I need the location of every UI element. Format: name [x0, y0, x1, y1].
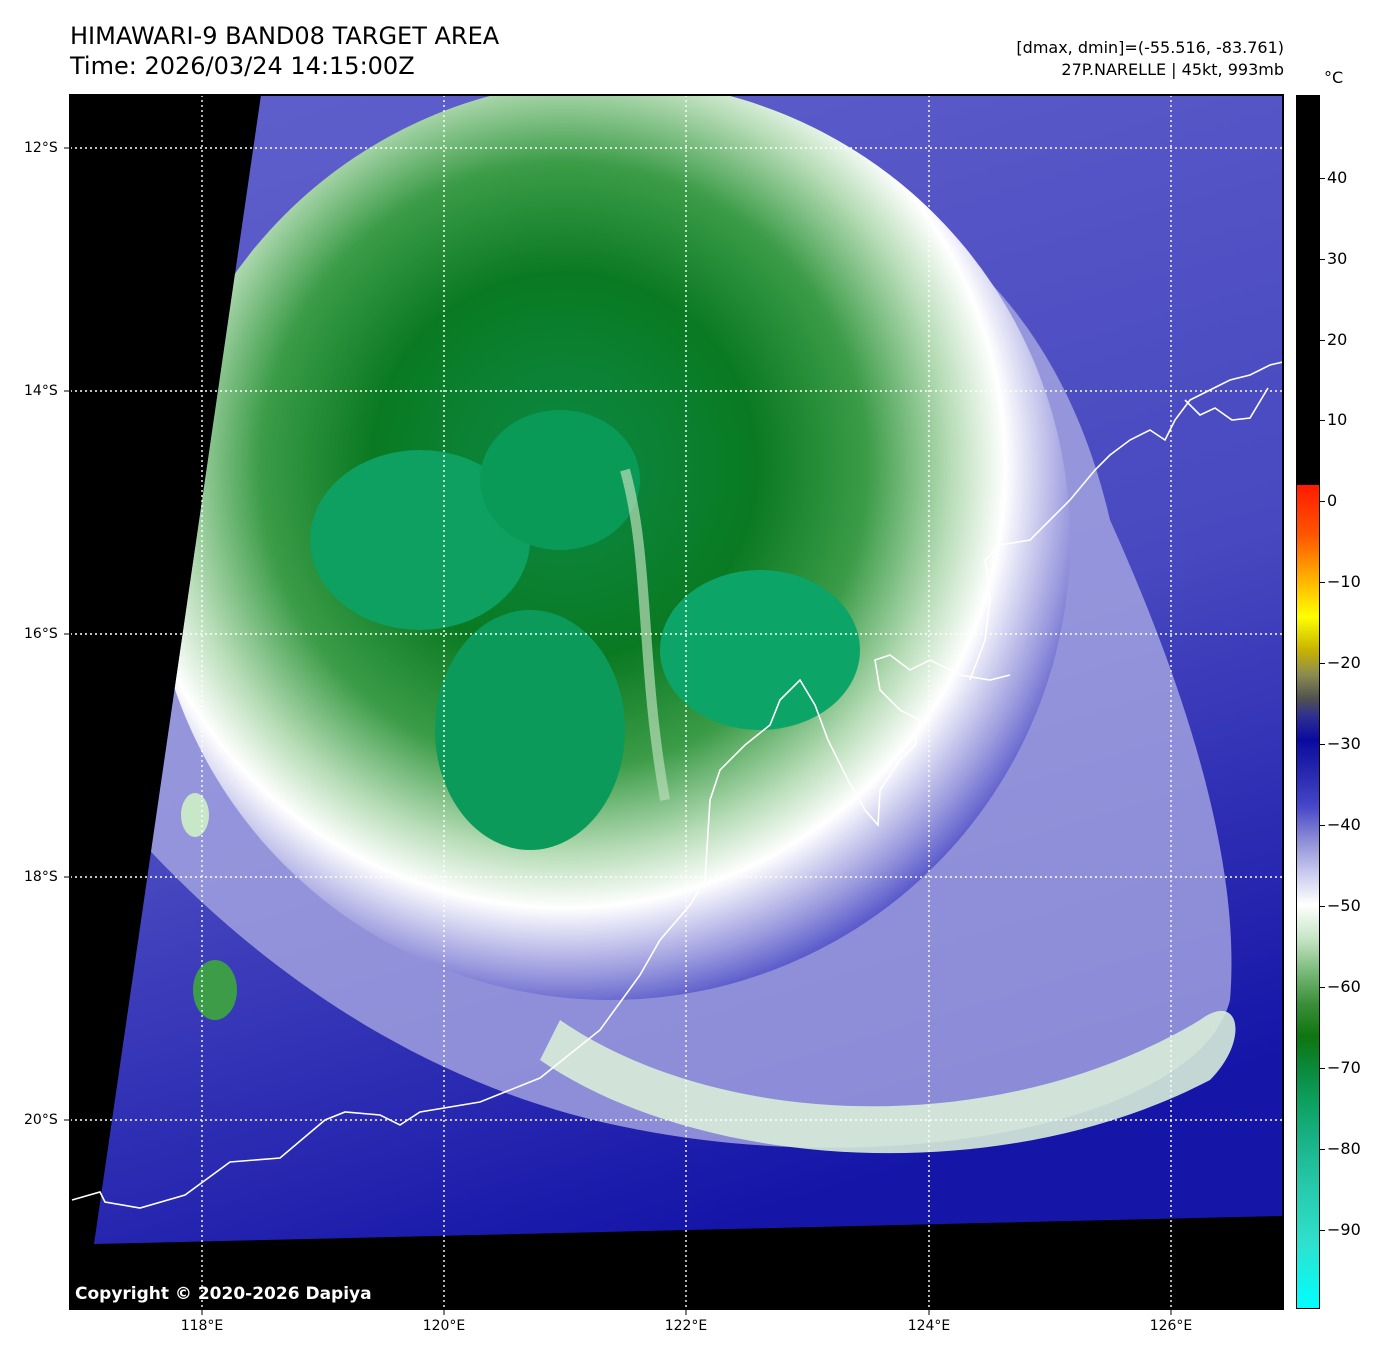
lon-ticks [201, 1309, 1172, 1315]
colorbar-label-10: 10 [1327, 410, 1348, 429]
colorbar-unit: °C [1324, 68, 1344, 87]
island-cloud-west [193, 960, 237, 1020]
lat-label-12s: 12°S [24, 140, 58, 156]
lat-ticks [64, 147, 70, 1121]
lon-label-118e: 118°E [180, 1318, 224, 1334]
colorbar-tick [1320, 825, 1325, 826]
colorbar-warm-segment [1297, 96, 1319, 485]
colorbar-tick [1320, 582, 1325, 583]
lat-label-16s: 16°S [24, 626, 58, 642]
map-time: Time: 2026/03/24 14:15:00Z [70, 52, 415, 80]
lon-label-122e: 122°E [664, 1318, 708, 1334]
map-frame [69, 94, 1284, 1310]
island-cloud-nw [181, 793, 209, 837]
colorbar-tick [1320, 420, 1325, 421]
colorbar-tick [1320, 340, 1325, 341]
lat-label-20s: 20°S [24, 1112, 58, 1128]
colorbar-tick [1320, 259, 1325, 260]
colorbar-tick [1320, 501, 1325, 502]
colorbar-label-minus40: −40 [1327, 815, 1361, 834]
storm-info: 27P.NARELLE | 45kt, 993mb [1061, 60, 1284, 79]
colorbar-tick [1320, 178, 1325, 179]
lon-label-124e: 124°E [907, 1318, 951, 1334]
lon-gridlines [201, 95, 1172, 1309]
copyright-text: Copyright © 2020-2026 Dapiya [75, 1284, 372, 1304]
central-dense-overcast [150, 95, 1070, 1000]
convective-cell-west [310, 450, 530, 630]
colorbar-label-minus20: −20 [1327, 653, 1361, 672]
colorbar-label-minus50: −50 [1327, 896, 1361, 915]
colorbar-tick [1320, 1149, 1325, 1150]
colorbar-label-minus30: −30 [1327, 734, 1361, 753]
colorbar-label-minus70: −70 [1327, 1058, 1361, 1077]
colorbar-tick [1320, 744, 1325, 745]
colorbar-gradient [1297, 485, 1319, 1308]
map-title: HIMAWARI-9 BAND08 TARGET AREA [70, 22, 500, 50]
colorbar-label-40: 40 [1327, 168, 1348, 187]
convective-cell-north [480, 410, 640, 550]
convective-cell-center [435, 610, 625, 850]
colorbar-label-minus60: −60 [1327, 977, 1361, 996]
imagery-swath [94, 95, 1283, 1244]
data-range: [dmax, dmin]=(-55.516, -83.761) [1016, 38, 1284, 57]
lat-label-14s: 14°S [24, 383, 58, 399]
convective-cell-east [660, 570, 860, 730]
colorbar-tick [1320, 987, 1325, 988]
colorbar-tick [1320, 1230, 1325, 1231]
colorbar-label-30: 30 [1327, 249, 1348, 268]
colorbar-label-minus80: −80 [1327, 1139, 1361, 1158]
colorbar-label-minus90: −90 [1327, 1220, 1361, 1239]
lat-label-18s: 18°S [24, 869, 58, 885]
colorbar-label-20: 20 [1327, 330, 1348, 349]
colorbar-tick [1320, 906, 1325, 907]
colorbar-label-minus10: −10 [1327, 572, 1361, 591]
colorbar-tick [1320, 1068, 1325, 1069]
colorbar-tick [1320, 663, 1325, 664]
lon-label-126e: 126°E [1149, 1318, 1193, 1334]
lon-label-120e: 120°E [422, 1318, 466, 1334]
cirrus-gap [620, 468, 670, 801]
lat-gridlines [70, 147, 1283, 1121]
colorbar-label-0: 0 [1327, 491, 1338, 510]
colorbar [1296, 95, 1320, 1309]
rainband [540, 1010, 1236, 1154]
